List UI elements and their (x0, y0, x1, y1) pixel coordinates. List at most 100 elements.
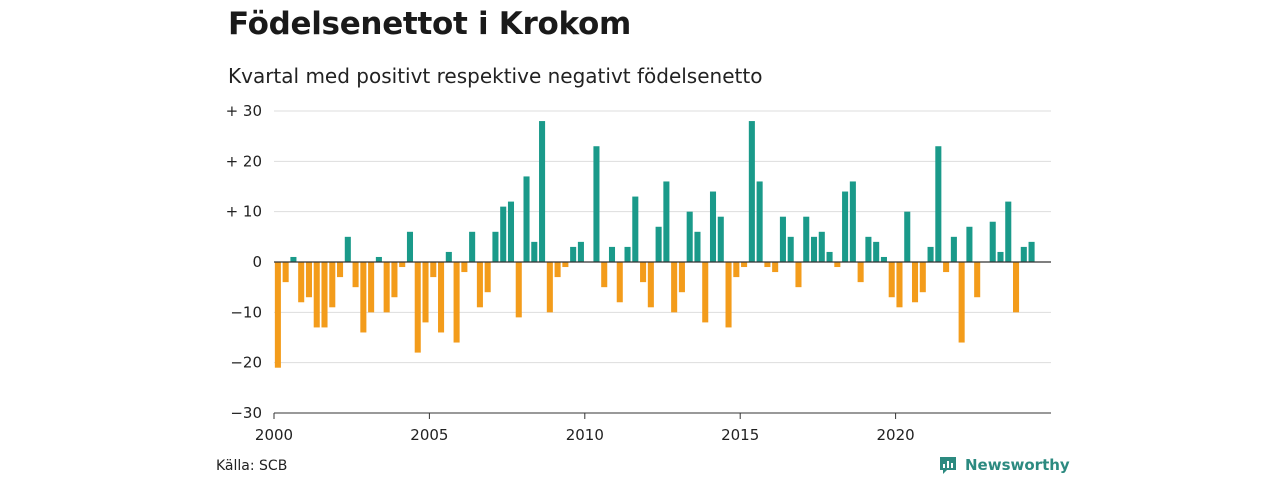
bar-2005Q4 (453, 262, 460, 343)
bar-2000Q2 (282, 262, 289, 283)
bar-2020Q1 (896, 262, 903, 308)
y-tick-label: + 10 (226, 203, 262, 221)
bar-2002Q4 (360, 262, 367, 333)
bar-2004Q1 (399, 262, 406, 268)
bar-2003Q2 (375, 256, 382, 262)
bar-2021Q2 (935, 146, 942, 262)
bar-2007Q1 (492, 231, 499, 262)
x-axis-ticks: 2000 2005 2010 2015 2020 (255, 413, 915, 444)
bar-2012Q2 (655, 226, 662, 262)
bar-2003Q4 (391, 262, 398, 298)
bar-2019Q3 (880, 256, 887, 262)
bar-2001Q4 (329, 262, 336, 308)
bar-2010Q2 (593, 146, 600, 262)
bar-2008Q3 (539, 121, 546, 262)
bar-2008Q2 (531, 241, 538, 262)
bar-2002Q1 (337, 262, 344, 278)
bar-2000Q1 (274, 262, 281, 368)
bar-2017Q4 (826, 251, 833, 262)
bar-2004Q3 (414, 262, 421, 353)
bar-2020Q3 (911, 262, 919, 303)
y-tick-label: −30 (230, 404, 262, 422)
bar-2002Q2 (344, 236, 351, 262)
bar-2001Q1 (305, 262, 312, 298)
y-tick-label: + 20 (226, 152, 262, 170)
bar-2016Q2 (779, 216, 786, 262)
bar-2012Q1 (647, 262, 654, 308)
bar-2019Q1 (865, 236, 872, 262)
y-axis-ticks: + 30 + 20 + 10 0 −10 −20 −30 (226, 102, 262, 422)
bar-2023Q3 (1005, 201, 1012, 262)
bar-2005Q1 (430, 262, 437, 278)
bar-2007Q3 (507, 201, 515, 262)
bar-2001Q3 (321, 262, 328, 328)
bar-2018Q2 (842, 191, 849, 262)
bars (274, 121, 1035, 368)
y-tick-label: + 30 (226, 102, 262, 120)
bar-2007Q4 (515, 262, 522, 318)
bar-2018Q4 (857, 262, 864, 283)
chart-title: Födelsenettot i Krokom (228, 6, 631, 42)
bar-2011Q2 (624, 246, 631, 262)
x-tick-label: 2005 (410, 426, 448, 444)
bar-2005Q2 (438, 262, 445, 333)
y-tick-label: −10 (230, 303, 262, 321)
bar-2021Q4 (950, 236, 957, 262)
bar-2003Q3 (383, 262, 390, 313)
bar-2013Q4 (702, 262, 709, 323)
bar-2002Q3 (352, 262, 359, 288)
bar-2013Q1 (678, 262, 685, 293)
bar-2018Q3 (849, 181, 856, 262)
bar-2000Q4 (298, 262, 305, 303)
bar-2006Q4 (484, 262, 491, 293)
bar-2011Q4 (640, 262, 647, 283)
bar-2004Q2 (406, 231, 414, 262)
bar-2004Q4 (422, 262, 429, 323)
bar-2011Q3 (632, 196, 639, 262)
bar-2006Q3 (476, 262, 483, 308)
brand-name: Newsworthy (965, 456, 1070, 474)
bar-2009Q4 (577, 241, 584, 262)
bar-2023Q4 (1013, 262, 1020, 313)
bar-2008Q1 (523, 176, 530, 262)
bar-2015Q4 (764, 262, 771, 268)
bar-2024Q1 (1020, 246, 1027, 262)
bar-2015Q1 (741, 262, 748, 268)
bar-2000Q3 (290, 256, 297, 262)
bar-2018Q1 (834, 262, 841, 268)
bar-2006Q2 (469, 231, 476, 262)
y-tick-label: −20 (230, 354, 262, 372)
bar-2017Q3 (818, 231, 825, 262)
bar-2013Q3 (694, 231, 701, 262)
newsworthy-logo-icon (940, 457, 956, 474)
axes (274, 261, 1051, 414)
bar-2009Q2 (562, 262, 569, 268)
bar-2007Q2 (500, 206, 507, 262)
brand-logo: Newsworthy (938, 455, 1070, 475)
bar-2012Q3 (663, 181, 670, 262)
bar-2008Q4 (546, 262, 553, 313)
bar-2023Q1 (989, 221, 996, 262)
bar-2021Q3 (943, 262, 950, 273)
bar-2009Q1 (554, 262, 561, 278)
bar-2013Q2 (686, 211, 693, 262)
bar-2022Q3 (974, 262, 981, 298)
bar-2023Q2 (997, 251, 1004, 262)
bar-2019Q4 (888, 262, 895, 298)
bar-2016Q1 (772, 262, 779, 273)
x-tick-label: 2015 (721, 426, 759, 444)
bar-2015Q2 (748, 121, 755, 262)
chart-subtitle: Kvartal med positivt respektive negativt… (228, 64, 763, 88)
bar-2014Q1 (709, 191, 717, 262)
source-note: Källa: SCB (216, 458, 288, 474)
x-tick-label: 2000 (255, 426, 293, 444)
bar-2001Q2 (313, 262, 320, 328)
bar-2014Q3 (725, 262, 732, 328)
bar-2010Q4 (608, 246, 616, 262)
bar-2012Q4 (671, 262, 678, 313)
bar-2010Q3 (601, 262, 608, 288)
bar-2020Q2 (904, 211, 911, 262)
bar-2006Q1 (461, 262, 468, 273)
bar-2021Q1 (927, 246, 934, 262)
